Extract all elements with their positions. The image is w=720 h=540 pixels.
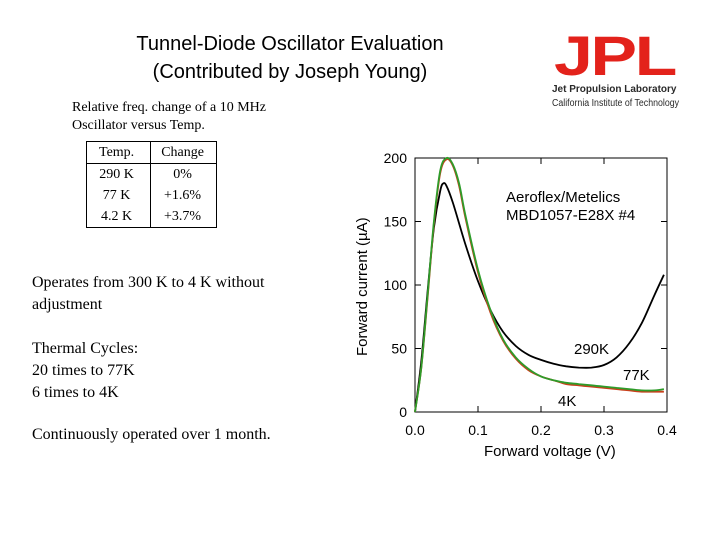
title-line-2: (Contributed by Joseph Young) (152, 61, 428, 83)
device-label-line-2: MBD1057-E28X #4 (506, 207, 635, 224)
cell-temp: 77 K (85, 185, 152, 206)
x-tick-label: 0.4 (657, 422, 677, 438)
y-tick-label: 100 (384, 277, 408, 293)
description-line-1: Relative freq. change of a 10 MHz (72, 100, 266, 115)
slide-title: Tunnel-Diode Oscillator Evaluation (Cont… (60, 30, 520, 86)
series-label-290k: 290K (574, 341, 609, 358)
series-layer (414, 156, 665, 413)
title-line-1: Tunnel-Diode Oscillator Evaluation (136, 33, 444, 55)
table-header-row: Temp. Change (85, 141, 217, 164)
series-line-290k (414, 182, 665, 413)
series-label-4k: 4K (558, 393, 576, 410)
table-row: 77 K +1.6% (85, 185, 217, 206)
thermal-cycles-77k: 20 times to 77K (32, 362, 135, 379)
y-tick-label: 50 (391, 341, 407, 357)
series-label-77k: 77K (623, 367, 650, 384)
iv-curve-chart: 0.0 0.1 0.2 0.3 0.4 0 50 100 150 200 Aeroflex/Met… (354, 150, 677, 460)
header-temp: Temp. (85, 141, 152, 164)
x-axis-label: Forward voltage (V) (484, 443, 616, 460)
continuous-operation-text: Continuously operated over 1 month. (32, 426, 271, 443)
jpl-logo: JPL Jet Propulsion Laboratory California… (548, 28, 688, 118)
y-tick-label: 0 (399, 404, 407, 420)
operation-range-text: Operates from 300 K to 4 K without adjus… (32, 274, 265, 313)
device-label-line-1: Aeroflex/Metelics (506, 189, 620, 206)
logo-subtitle-lab: Jet Propulsion Laboratory (552, 84, 677, 95)
logo-letters: JPL (554, 24, 677, 87)
thermal-cycles-text: Thermal Cycles: 20 times to 77K 6 times … (32, 338, 332, 404)
thermal-cycles-4k: 6 times to 4K (32, 384, 119, 401)
header-change: Change (150, 141, 217, 164)
table-row: 290 K 0% (85, 163, 217, 185)
x-tick-label: 0.0 (405, 422, 425, 438)
cell-change: 0% (150, 163, 217, 185)
cell-change: +3.7% (150, 206, 217, 228)
y-axis-label: Forward current (µA) (354, 217, 371, 356)
thermal-cycles-heading: Thermal Cycles: (32, 340, 139, 357)
cell-temp: 290 K (85, 163, 152, 185)
cell-change: +1.6% (150, 185, 217, 206)
x-tick-label: 0.2 (531, 422, 551, 438)
series-line-4k (414, 156, 665, 413)
x-tick-label: 0.1 (468, 422, 488, 438)
description-line-2: Oscillator versus Temp. (72, 118, 205, 133)
y-tick-label: 150 (384, 214, 408, 230)
table-description: Relative freq. change of a 10 MHz Oscill… (72, 99, 266, 135)
table-row: 4.2 K +3.7% (85, 206, 217, 228)
y-tick-label: 200 (384, 150, 408, 166)
x-tick-label: 0.3 (594, 422, 614, 438)
frequency-change-table: Temp. Change 290 K 0% 77 K +1.6% 4.2 K +… (85, 141, 217, 228)
cell-temp: 4.2 K (85, 206, 152, 228)
axes: 0.0 0.1 0.2 0.3 0.4 0 50 100 150 200 (384, 150, 677, 438)
logo-subtitle-caltech: California Institute of Technology (552, 98, 680, 109)
